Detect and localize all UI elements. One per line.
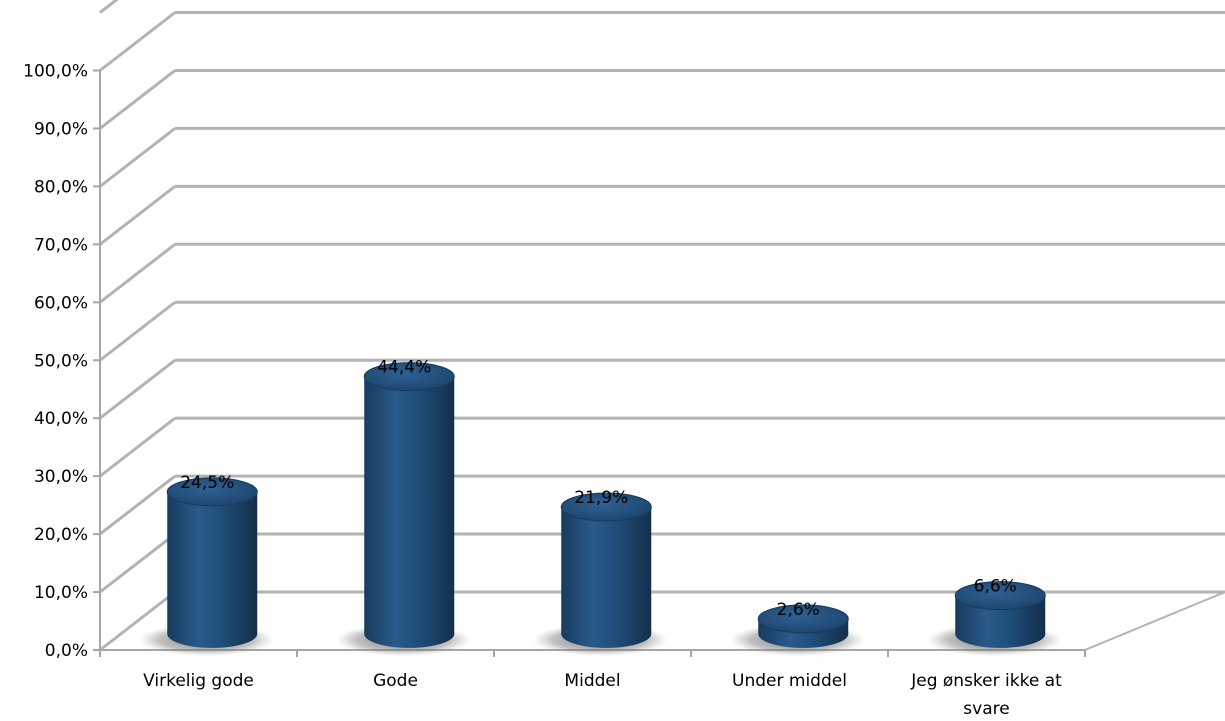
gridlines <box>99 0 1225 652</box>
x-category-label: Under middel <box>732 671 847 691</box>
bar-body <box>561 506 652 648</box>
gridline-side <box>99 185 176 246</box>
bar-cap <box>954 581 1046 611</box>
bar-body <box>955 595 1046 648</box>
bars <box>138 362 1062 656</box>
data-label: 2,6% <box>777 600 820 620</box>
gridline-side <box>99 0 119 14</box>
y-tick-label: 60,0% <box>34 293 88 313</box>
gridline-side <box>99 69 176 130</box>
y-axis-ticks: 0,0% 10,0% 20,0% 30,0% 40,0% 50,0% 60,0% 70,0% 8… <box>23 62 100 661</box>
gridline-side <box>99 11 176 72</box>
bar <box>926 581 1062 656</box>
bar-body <box>364 376 455 648</box>
gridline-side <box>99 416 176 478</box>
data-label: 21,9% <box>574 488 628 508</box>
gridline-side <box>99 359 176 420</box>
gridline-side <box>99 127 176 188</box>
data-label: 6,6% <box>974 577 1017 597</box>
x-category-label: Jeg ønsker ikke at <box>910 671 1062 691</box>
x-category-label: Middel <box>564 671 620 691</box>
gridline-side <box>99 590 176 652</box>
gridline-side <box>99 532 176 594</box>
y-tick-label: 70,0% <box>34 235 88 255</box>
x-category-label: Virkelig gode <box>143 671 254 691</box>
bar-cap <box>363 362 455 392</box>
data-labels: 24,5% 44,4% 21,9% 2,6% 6,6% <box>180 358 1017 620</box>
bar <box>138 477 274 656</box>
x-category-label: svare <box>963 699 1009 719</box>
y-tick-label: 50,0% <box>34 351 88 371</box>
y-tick-label: 0,0% <box>45 641 88 661</box>
bar-body <box>167 491 258 648</box>
x-axis-categories: Virkelig gode Gode Middel Under middel Jeg ø… <box>99 650 1086 719</box>
gridline-side <box>99 301 176 362</box>
y-tick-label: 20,0% <box>34 525 88 545</box>
y-tick-label: 40,0% <box>34 409 88 429</box>
bar-cap <box>757 604 849 634</box>
bar-cap <box>560 492 652 522</box>
bar <box>532 492 668 656</box>
y-tick-label: 100,0% <box>23 62 88 82</box>
y-tick-label: 10,0% <box>34 583 88 603</box>
y-tick-label: 80,0% <box>34 177 88 197</box>
bar <box>335 362 471 656</box>
data-label: 44,4% <box>377 358 431 378</box>
y-tick-label: 30,0% <box>34 467 88 487</box>
data-label: 24,5% <box>180 473 234 493</box>
x-category-label: Gode <box>373 671 418 691</box>
floor-right-edge <box>1084 591 1225 651</box>
bar <box>729 604 865 656</box>
y-tick-label: 90,0% <box>34 119 88 139</box>
bar-cap <box>166 477 258 507</box>
gridline-side <box>99 243 176 304</box>
gridline-side <box>99 474 176 536</box>
